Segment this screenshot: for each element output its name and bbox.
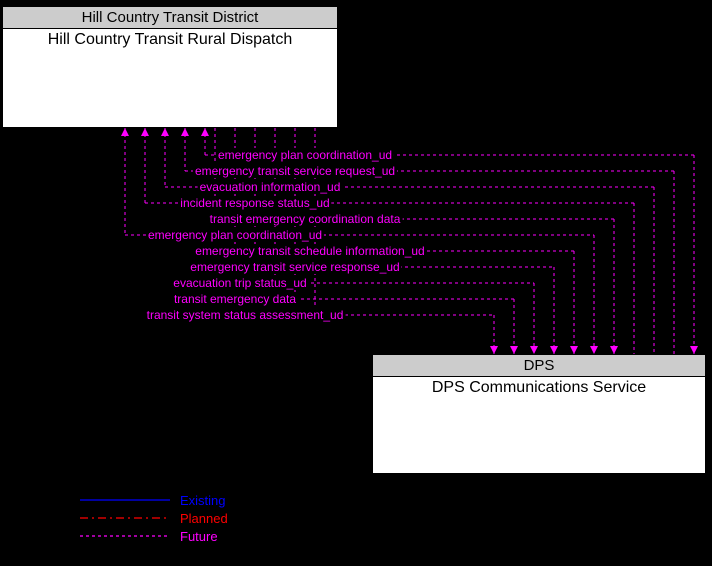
legend-line-future [80, 530, 170, 542]
legend-label-planned: Planned [180, 511, 228, 526]
legend-line-planned [80, 512, 170, 524]
legend-row-future: Future [80, 528, 228, 544]
flow-label: emergency transit schedule information_u… [193, 244, 426, 258]
flow-label: emergency transit service request_ud [193, 164, 397, 178]
legend-line-existing [80, 494, 170, 506]
node-dps-body: DPS Communications Service [373, 377, 705, 399]
flow-label: transit emergency coordination data [208, 212, 403, 226]
flow-label: transit emergency data [172, 292, 298, 306]
node-hctd: Hill Country Transit District Hill Count… [2, 6, 338, 128]
legend-label-existing: Existing [180, 493, 226, 508]
legend-row-existing: Existing [80, 492, 228, 508]
flow-label: emergency plan coordination_ud [146, 228, 324, 242]
legend: Existing Planned Future [80, 490, 228, 546]
flow-label: incident response status_ud [178, 196, 331, 210]
legend-row-planned: Planned [80, 510, 228, 526]
flow-label: evacuation information_ud [198, 180, 343, 194]
node-hctd-header: Hill Country Transit District [3, 7, 337, 29]
node-hctd-body: Hill Country Transit Rural Dispatch [3, 29, 337, 51]
flow-label: emergency transit service response_ud [188, 260, 401, 274]
legend-label-future: Future [180, 529, 218, 544]
node-dps-header: DPS [373, 355, 705, 377]
flow-label: transit system status assessment_ud [145, 308, 346, 322]
node-dps: DPS DPS Communications Service [372, 354, 706, 474]
flow-label: evacuation trip status_ud [171, 276, 308, 290]
flow-label: emergency plan coordination_ud [216, 148, 394, 162]
